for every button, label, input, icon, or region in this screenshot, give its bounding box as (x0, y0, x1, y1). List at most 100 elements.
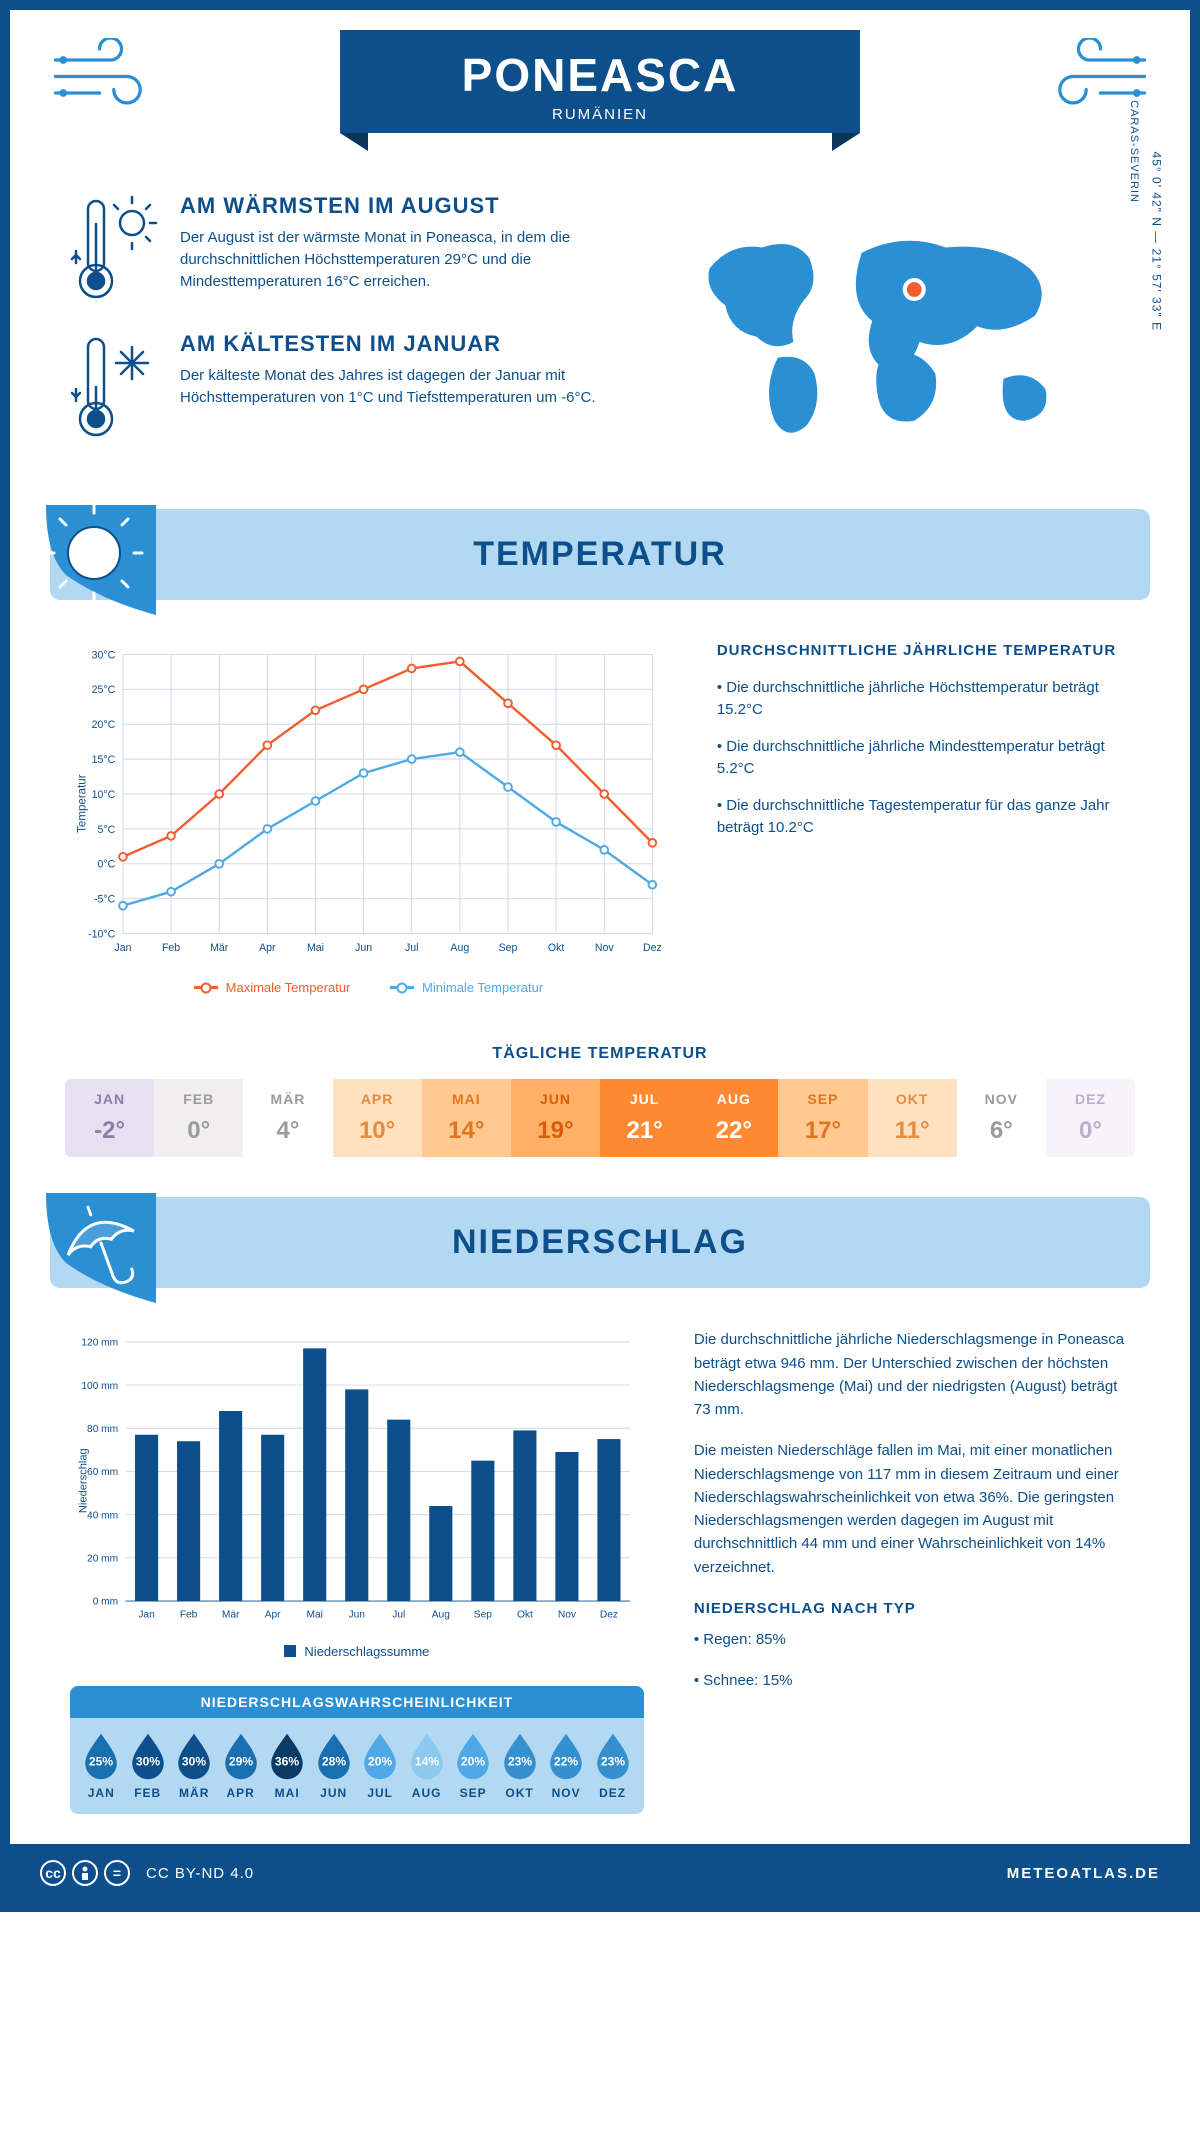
temp-text-title: DURCHSCHNITTLICHE JÄHRLICHE TEMPERATUR (717, 640, 1130, 663)
header: PONEASCA RUMÄNIEN (10, 10, 1190, 163)
coords-label: 45° 0' 42" N — 21° 57' 33" E (1149, 152, 1163, 331)
temp-bullet-3: • Die durchschnittliche Tagestemperatur … (717, 795, 1130, 840)
svg-text:Sep: Sep (474, 1610, 492, 1621)
svg-text:36%: 36% (275, 1755, 299, 1769)
svg-text:Jun: Jun (349, 1610, 365, 1621)
sun-icon (46, 505, 156, 615)
raindrop-icon: 14% (406, 1730, 448, 1782)
region-label: CARAS-SEVERIN (1128, 100, 1140, 203)
svg-text:15°C: 15°C (92, 754, 116, 766)
temperature-chart: -10°C-5°C0°C5°C10°C15°C20°C25°C30°CJanFe… (70, 640, 667, 995)
by-icon (72, 1860, 98, 1886)
precip-chart: 0 mm20 mm40 mm60 mm80 mm100 mm120 mmJanF… (70, 1328, 644, 1633)
probability-cell: 30% FEB (124, 1730, 170, 1800)
svg-text:Jul: Jul (392, 1610, 405, 1621)
probability-row: 25% JAN 30% FEB 30% MÄR (70, 1718, 644, 1800)
svg-text:20%: 20% (368, 1755, 392, 1769)
daily-cell: FEB0° (154, 1079, 243, 1157)
svg-text:Apr: Apr (265, 1610, 281, 1621)
svg-text:Okt: Okt (517, 1610, 533, 1621)
daily-temp-row: JAN-2°FEB0°MÄR4°APR10°MAI14°JUN19°JUL21°… (65, 1079, 1135, 1157)
svg-text:10°C: 10°C (92, 789, 116, 801)
probability-cell: 23% OKT (496, 1730, 542, 1800)
city-title: PONEASCA (420, 48, 780, 102)
probability-cell: 22% NOV (543, 1730, 589, 1800)
daily-cell: OKT11° (868, 1079, 957, 1157)
svg-text:Aug: Aug (450, 942, 469, 954)
raindrop-icon: 28% (313, 1730, 355, 1782)
probability-cell: 30% MÄR (171, 1730, 217, 1800)
raindrop-icon: 25% (80, 1730, 122, 1782)
svg-text:Mär: Mär (210, 942, 229, 954)
legend-min: Minimale Temperatur (422, 980, 543, 995)
svg-text:20%: 20% (461, 1755, 485, 1769)
probability-cell: 25% JAN (78, 1730, 124, 1800)
nd-icon: = (104, 1860, 130, 1886)
svg-text:Mär: Mär (222, 1610, 240, 1621)
coldest-text: Der kälteste Monat des Jahres ist dagege… (180, 365, 606, 409)
svg-text:60 mm: 60 mm (87, 1467, 118, 1478)
svg-text:Dez: Dez (643, 942, 662, 954)
svg-text:23%: 23% (508, 1755, 532, 1769)
raindrop-icon: 22% (545, 1730, 587, 1782)
svg-text:Mai: Mai (307, 1610, 323, 1621)
precip-p2: Die meisten Niederschläge fallen im Mai,… (694, 1439, 1130, 1579)
svg-text:30%: 30% (182, 1755, 206, 1769)
svg-text:20 mm: 20 mm (87, 1554, 118, 1565)
thermometer-snow-icon (70, 331, 160, 441)
svg-text:Temperatur: Temperatur (76, 774, 88, 833)
precip-p1: Die durchschnittliche jährliche Niedersc… (694, 1328, 1130, 1421)
svg-text:14%: 14% (415, 1755, 439, 1769)
svg-text:30°C: 30°C (92, 649, 116, 661)
precip-type-title: NIEDERSCHLAG NACH TYP (694, 1597, 1130, 1620)
svg-text:Aug: Aug (432, 1610, 450, 1621)
precip-legend-label: Niederschlagssumme (304, 1644, 429, 1659)
thermometer-sun-icon (70, 193, 160, 303)
svg-text:-5°C: -5°C (94, 894, 116, 906)
svg-text:-10°C: -10°C (88, 928, 116, 940)
svg-text:Jul: Jul (405, 942, 419, 954)
probability-cell: 23% DEZ (589, 1730, 635, 1800)
license-text: CC BY-ND 4.0 (146, 1865, 254, 1882)
svg-text:Apr: Apr (259, 942, 276, 954)
warmest-text: Der August ist der wärmste Monat in Pone… (180, 227, 606, 292)
daily-cell: APR10° (333, 1079, 422, 1157)
raindrop-icon: 36% (266, 1730, 308, 1782)
svg-text:20°C: 20°C (92, 719, 116, 731)
site-name: METEOATLAS.DE (1007, 1865, 1160, 1882)
precip-body: 0 mm20 mm40 mm60 mm80 mm100 mm120 mmJanF… (10, 1288, 1190, 1844)
svg-text:Niederschlag: Niederschlag (78, 1449, 90, 1514)
world-map-icon (678, 216, 1098, 447)
raindrop-icon: 20% (359, 1730, 401, 1782)
license-block: cc = CC BY-ND 4.0 (40, 1860, 254, 1886)
daily-cell: DEZ0° (1046, 1079, 1135, 1157)
temp-legend: Maximale Temperatur Minimale Temperatur (70, 977, 667, 995)
svg-text:0°C: 0°C (97, 859, 115, 871)
daily-cell: NOV6° (957, 1079, 1046, 1157)
daily-cell: JUL21° (600, 1079, 689, 1157)
warmest-block: AM WÄRMSTEN IM AUGUST Der August ist der… (70, 193, 606, 303)
daily-cell: AUG22° (689, 1079, 778, 1157)
daily-title: TÄGLICHE TEMPERATUR (10, 1045, 1190, 1063)
probability-cell: 28% JUN (310, 1730, 356, 1800)
svg-text:0 mm: 0 mm (93, 1597, 118, 1608)
precip-banner: NIEDERSCHLAG (50, 1197, 1150, 1288)
svg-text:30%: 30% (136, 1755, 160, 1769)
probability-cell: 20% SEP (450, 1730, 496, 1800)
temperature-text: DURCHSCHNITTLICHE JÄHRLICHE TEMPERATUR •… (717, 640, 1130, 995)
svg-text:Dez: Dez (600, 1610, 618, 1621)
svg-text:25%: 25% (89, 1755, 113, 1769)
raindrop-icon: 20% (452, 1730, 494, 1782)
svg-text:Mai: Mai (307, 942, 324, 954)
probability-cell: 14% AUG (403, 1730, 449, 1800)
svg-text:29%: 29% (229, 1755, 253, 1769)
daily-cell: MÄR4° (243, 1079, 332, 1157)
legend-max: Maximale Temperatur (226, 980, 351, 995)
svg-text:Jan: Jan (138, 1610, 154, 1621)
svg-text:120 mm: 120 mm (81, 1338, 118, 1349)
country-subtitle: RUMÄNIEN (420, 106, 780, 123)
daily-cell: JUN19° (511, 1079, 600, 1157)
precip-title: NIEDERSCHLAG (452, 1223, 748, 1261)
svg-text:Okt: Okt (548, 942, 565, 954)
svg-text:Jun: Jun (355, 942, 372, 954)
